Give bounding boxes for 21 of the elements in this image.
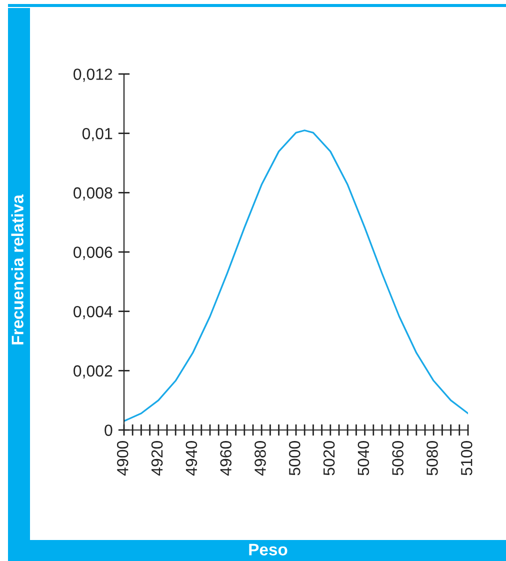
y-axis-title: Frecuencia relativa xyxy=(11,194,24,344)
y-tick-label: 0,004 xyxy=(74,306,112,320)
x-tick-label: 4900 xyxy=(116,441,128,476)
x-axis-title: Peso xyxy=(249,544,288,556)
y-tick-label: 0,01 xyxy=(82,128,112,142)
y-tick-label: 0 xyxy=(104,424,112,436)
x-tick-label: 5080 xyxy=(426,441,438,476)
y-tick-label: 0,012 xyxy=(74,68,112,82)
y-tick-label: 0,002 xyxy=(74,365,112,378)
y-tick-label: 0,006 xyxy=(74,246,112,260)
y-tick-label: 0,008 xyxy=(74,187,112,200)
x-tick-label: 4960 xyxy=(220,441,232,476)
x-tick-label: 5000 xyxy=(288,441,300,476)
x-tick-label: 4920 xyxy=(151,441,163,476)
line-series xyxy=(124,130,468,422)
x-tick-label: 5020 xyxy=(323,441,335,476)
x-tick-label: 5100 xyxy=(460,441,472,476)
x-tick-label: 5060 xyxy=(392,441,404,476)
x-tick-label: 4980 xyxy=(254,441,266,476)
x-tick-label: 4940 xyxy=(186,441,198,476)
x-tick-label: 5040 xyxy=(358,441,370,476)
